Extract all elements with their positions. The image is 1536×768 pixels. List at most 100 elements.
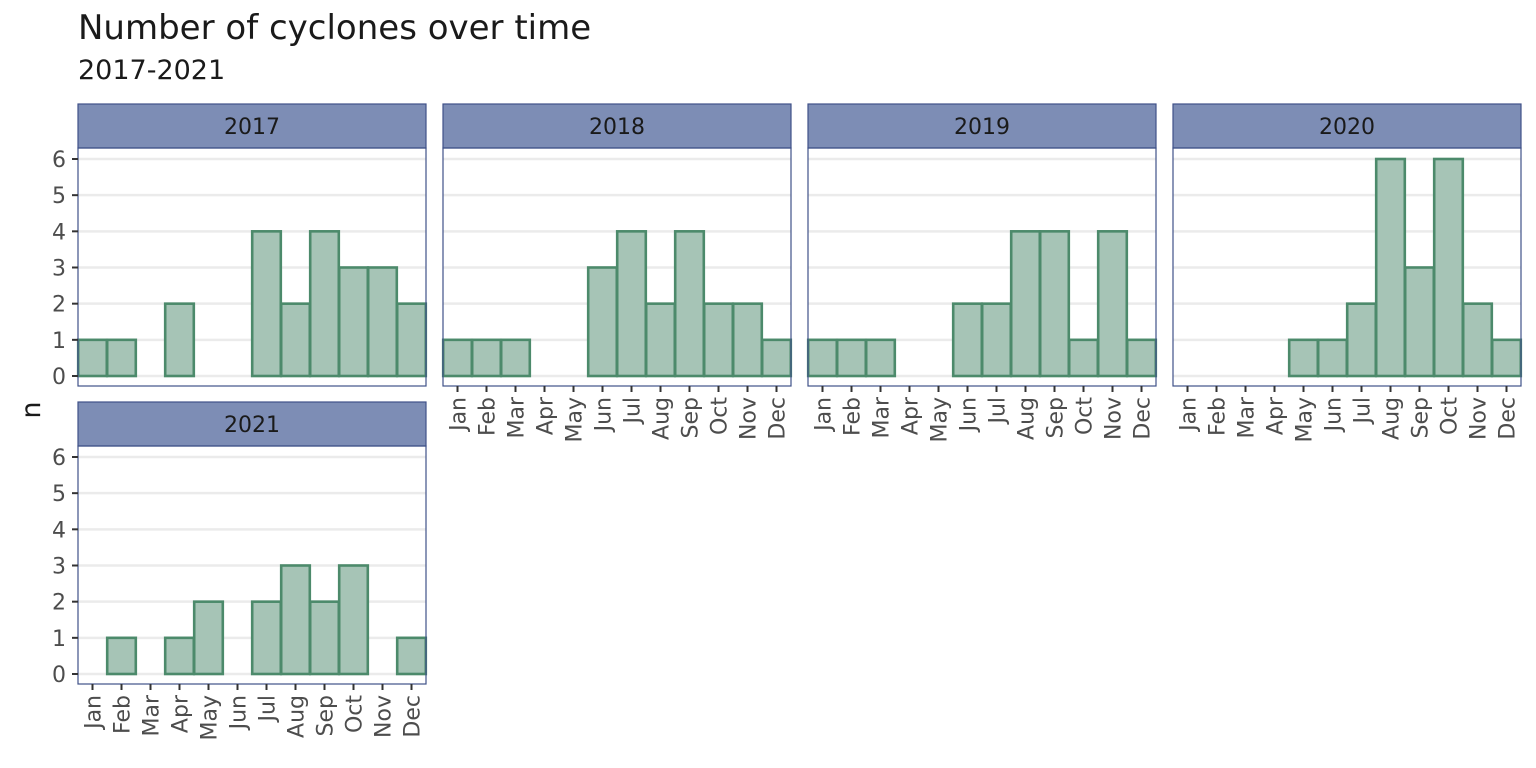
bar-2019-Dec — [1125, 338, 1158, 378]
facet-panel-2021: 2021 0 1 2 3 4 5 6 Jan Feb Mar Apr May Jun Jul Aug Sep Oc… — [52, 401, 428, 740]
x-tick-label: Sep — [1044, 397, 1069, 438]
y-tick-label: 1 — [52, 329, 66, 354]
bar-2017-Apr — [163, 302, 196, 378]
facet-strip-label: 2020 — [1319, 115, 1375, 140]
bar-2021-Aug — [279, 564, 312, 676]
bar-2019-Jan — [806, 338, 839, 378]
facet-panel-2017: 2017 0 1 2 3 4 5 6 — [52, 103, 428, 390]
bar-2019-Nov — [1096, 230, 1129, 378]
x-tick-label: Mar — [505, 396, 530, 438]
bar-2019-Feb — [835, 338, 868, 378]
bar-2019-Mar — [864, 338, 897, 378]
x-tick-label: Apr — [534, 396, 559, 435]
x-tick-label: Dec — [1496, 397, 1521, 440]
x-tick-label: Dec — [766, 397, 791, 440]
bar-2017-Oct — [337, 266, 370, 378]
facet-strip-label: 2019 — [954, 115, 1010, 140]
y-tick-label: 0 — [52, 365, 66, 390]
x-tick-label: Mar — [1235, 396, 1260, 438]
bar-2019-Oct — [1067, 338, 1100, 378]
x-tick-label: Jun — [957, 397, 982, 433]
x-tick-label: Jan — [447, 397, 472, 433]
x-tick-label: Nov — [1467, 397, 1492, 440]
x-tick-label: May — [928, 397, 953, 442]
bar-2020-Jun — [1316, 338, 1349, 378]
y-tick-label: 4 — [52, 220, 66, 245]
bar-2018-Dec — [760, 338, 793, 378]
y-tick-label: 3 — [52, 555, 66, 580]
bar-2018-Oct — [702, 302, 735, 378]
facet-panel-2020: 2020 Jan Feb Mar Apr May Jun Jul Aug Sep Oct Nov Dec — [1172, 103, 1523, 442]
x-tick-label: Oct — [708, 397, 733, 435]
bar-2018-Nov — [731, 302, 764, 378]
x-tick-label: Dec — [401, 695, 426, 738]
x-tick-label: Aug — [1015, 397, 1040, 440]
y-axis-title: n — [16, 401, 47, 418]
panel-border — [442, 147, 792, 387]
bar-2020-May — [1287, 338, 1320, 378]
facet-strip-label: 2018 — [589, 115, 645, 140]
bar-2017-Jan — [76, 338, 109, 378]
bar-2017-Feb — [105, 338, 138, 378]
facet-panel-2018: 2018 Jan Feb Mar Apr May Jun Jul Aug Sep Oct Nov Dec — [441, 103, 793, 442]
facet-strip-label: 2021 — [224, 413, 280, 438]
bar-2018-Feb — [470, 338, 503, 378]
x-tick-label: Jul — [986, 397, 1011, 426]
bar-2020-Oct — [1432, 157, 1465, 378]
bar-2019-Jun — [951, 302, 984, 378]
x-tick-label: Apr — [899, 396, 924, 435]
y-tick-label: 6 — [52, 446, 66, 471]
bar-2017-Jul — [250, 230, 283, 378]
bar-2018-Aug — [644, 302, 677, 378]
y-tick-label: 4 — [52, 518, 66, 543]
x-tick-label: Mar — [870, 396, 895, 438]
x-tick-label: May — [563, 397, 588, 442]
x-tick-label: Jan — [82, 695, 107, 731]
bar-2020-Nov — [1461, 302, 1494, 378]
x-tick-label: Aug — [1380, 397, 1405, 440]
x-tick-label: May — [198, 695, 223, 740]
x-tick-label: Jan — [1177, 397, 1202, 433]
x-tick-label: Jan — [812, 397, 837, 433]
bar-2019-Jul — [980, 302, 1013, 378]
bar-2017-Sep — [308, 230, 341, 378]
x-tick-label: Jul — [256, 695, 281, 724]
x-tick-label: Nov — [737, 397, 762, 440]
bar-2021-Apr — [163, 636, 196, 676]
x-tick-label: Jun — [227, 695, 252, 731]
bar-2017-Nov — [366, 266, 399, 378]
x-tick-label: Feb — [1206, 397, 1231, 436]
x-tick-label: Jun — [1322, 397, 1347, 433]
bar-2018-Mar — [499, 338, 532, 378]
x-tick-label: Jun — [592, 397, 617, 433]
x-tick-label: Dec — [1131, 397, 1156, 440]
x-tick-label: May — [1293, 397, 1318, 442]
panel-border — [807, 147, 1157, 387]
bar-2020-Aug — [1374, 157, 1407, 378]
x-tick-label: Apr — [1264, 396, 1289, 435]
bar-2017-Dec — [395, 302, 428, 378]
x-tick-label: Oct — [1073, 397, 1098, 435]
x-tick-label: Jul — [621, 397, 646, 426]
chart-subtitle: 2017-2021 — [78, 55, 226, 86]
panel-border — [1172, 147, 1522, 387]
bar-2020-Sep — [1403, 266, 1436, 378]
x-tick-label: Mar — [140, 694, 165, 736]
bar-2021-Sep — [308, 600, 341, 676]
bar-2019-Aug — [1009, 230, 1042, 378]
y-tick-label: 0 — [52, 663, 66, 688]
bar-2021-May — [192, 600, 225, 676]
x-tick-label: Aug — [285, 695, 310, 738]
facet-strip — [77, 401, 427, 447]
y-tick-label: 2 — [52, 293, 66, 318]
bar-2020-Dec — [1490, 338, 1523, 378]
x-tick-label: Sep — [1409, 397, 1434, 438]
x-tick-label: Feb — [111, 695, 136, 734]
facet-panel-2019: 2019 Jan Feb Mar Apr May Jun Jul Aug Sep Oct Nov Dec — [806, 103, 1158, 442]
x-tick-label: Aug — [650, 397, 675, 440]
facet-strip — [442, 103, 792, 149]
x-tick-label: Sep — [679, 397, 704, 438]
bar-2021-Jul — [250, 600, 283, 676]
x-tick-label: Apr — [169, 694, 194, 733]
